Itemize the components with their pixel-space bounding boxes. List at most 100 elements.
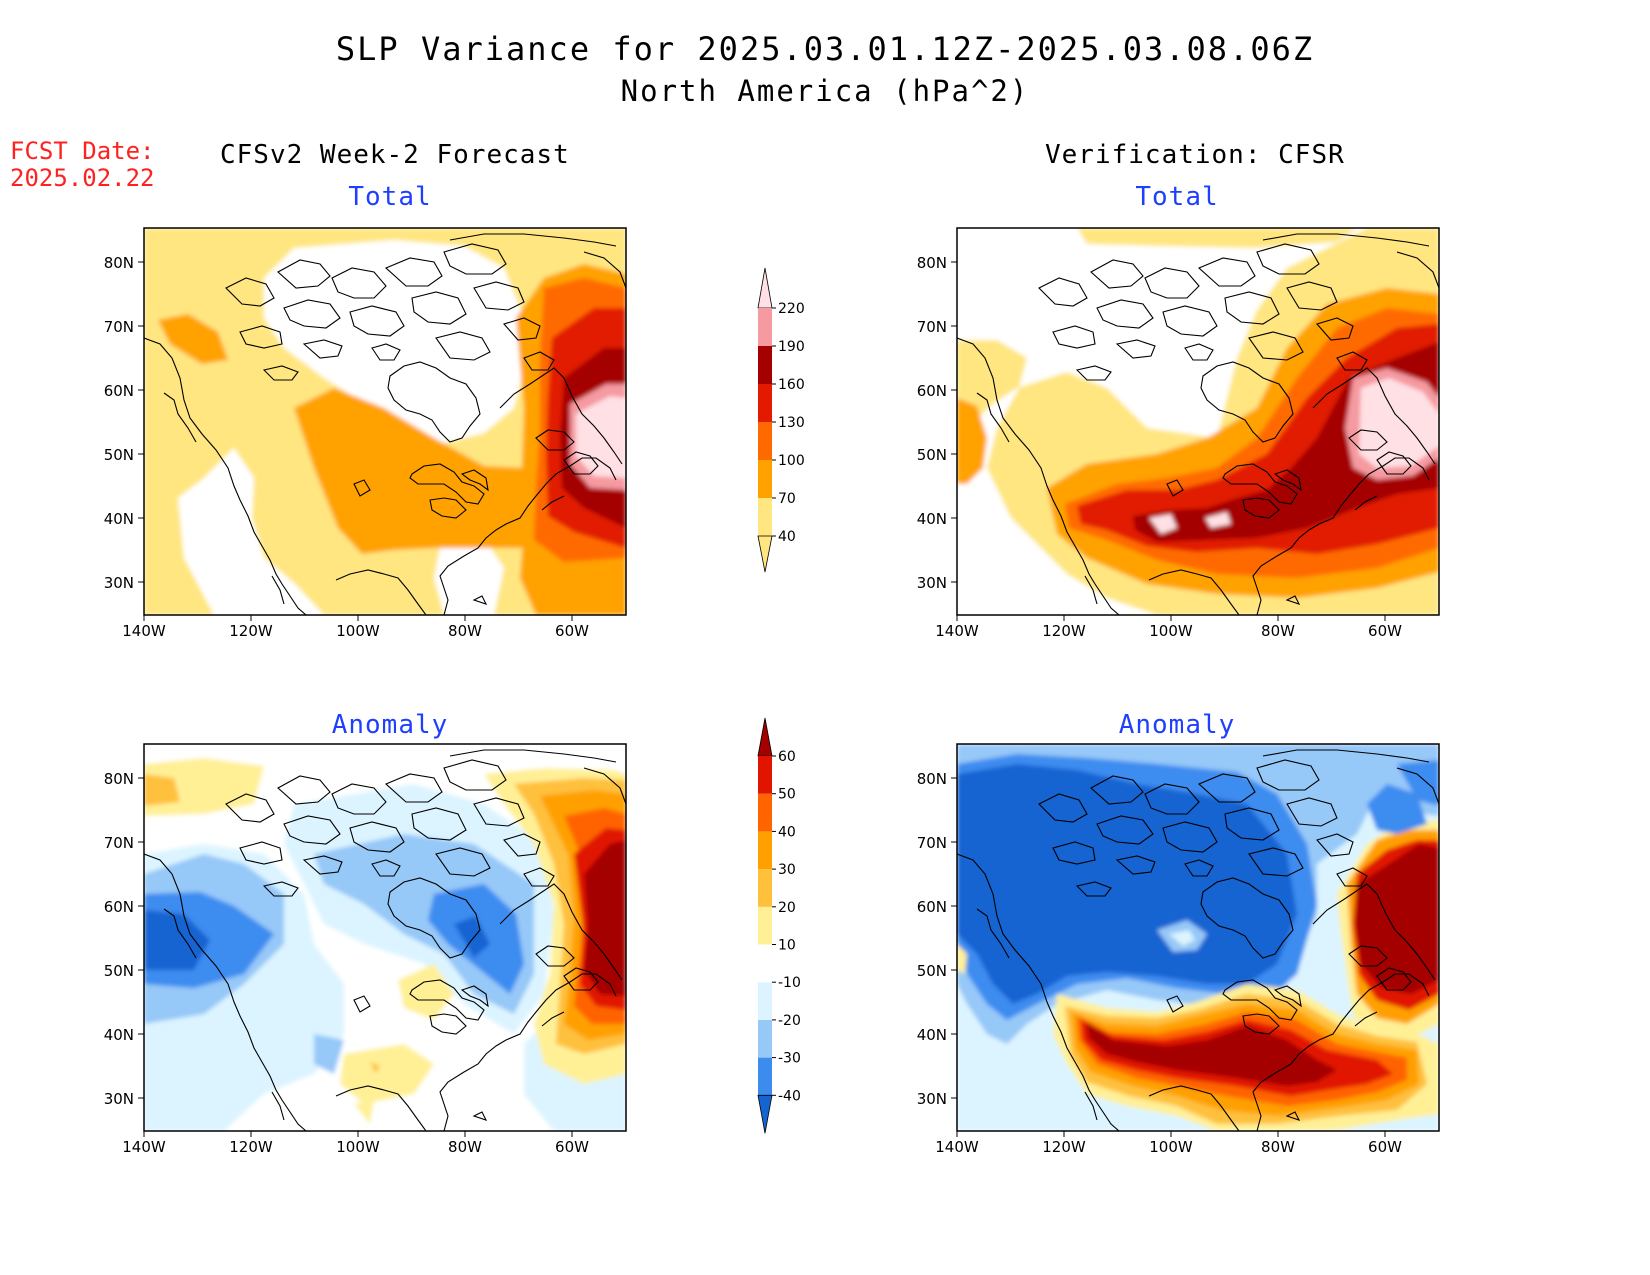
forecast-date: FCST Date: 2025.02.22 [10, 138, 155, 192]
colorbar-label: 100 [778, 453, 805, 469]
lat-label: 80N [917, 254, 947, 272]
panel-title-forecast-total: Total [348, 182, 432, 212]
colorbar-label: 70 [778, 491, 796, 507]
lat-label: 50N [104, 446, 134, 464]
lat-axis-labels: 80N 70N 60N 50N 40N 30N [104, 770, 134, 1108]
lat-label: 70N [104, 318, 134, 336]
lat-label: 50N [917, 446, 947, 464]
lon-label: 120W [229, 1138, 273, 1156]
lat-label: 60N [104, 898, 134, 916]
main-title: SLP Variance for 2025.03.01.12Z-2025.03.… [335, 30, 1315, 68]
lon-label: 120W [1042, 622, 1086, 640]
lon-label: 140W [122, 1138, 166, 1156]
lat-axis-labels: 80N 70N 60N 50N 40N 30N [917, 254, 947, 592]
colorbar-end-top [757, 267, 773, 309]
lat-label: 80N [917, 770, 947, 788]
column-title-verification: Verification: CFSR [1045, 140, 1345, 170]
colorbar-box [758, 346, 772, 384]
lon-label: 80W [1261, 1138, 1295, 1156]
colorbar-box [758, 944, 772, 983]
lon-label: 140W [935, 622, 979, 640]
lon-axis-labels: 140W 120W 100W 80W 60W [935, 622, 1402, 640]
colorbar-label: 50 [778, 787, 796, 803]
colorbar-box [758, 869, 772, 907]
lat-label: 40N [104, 510, 134, 528]
colorbar-label: 40 [778, 529, 796, 545]
colorbar-box [758, 384, 772, 422]
colorbar-label: 190 [778, 339, 805, 355]
lat-label: 40N [104, 1026, 134, 1044]
lat-label: 70N [917, 318, 947, 336]
lon-label: 100W [1149, 1138, 1193, 1156]
colorbar-end-bottom [757, 535, 773, 573]
lat-label: 40N [917, 1026, 947, 1044]
colorbar-box [758, 793, 772, 832]
colorbar-label: -40 [778, 1088, 801, 1104]
panel-title-verification-total: Total [1135, 182, 1219, 212]
colorbar-box [758, 1057, 772, 1096]
colorbar-label: 160 [778, 377, 805, 393]
column-title-forecast: CFSv2 Week-2 Forecast [220, 140, 570, 170]
lat-label: 50N [104, 962, 134, 980]
colorbar-box [758, 460, 772, 498]
lon-label: 80W [1261, 622, 1295, 640]
colorbar-anomaly: -40 -30 -20 -10 10 20 30 40 50 60 [757, 717, 801, 1134]
lon-label: 120W [229, 622, 273, 640]
lon-label: 60W [555, 1138, 589, 1156]
lon-label: 80W [448, 1138, 482, 1156]
lon-label: 60W [1368, 1138, 1402, 1156]
colorbar-label: 30 [778, 862, 796, 878]
lat-label: 70N [104, 834, 134, 852]
colorbar-total: 40 70 100 130 160 190 220 [757, 267, 805, 573]
lon-label: 60W [555, 622, 589, 640]
lat-label: 80N [104, 770, 134, 788]
colorbar-box [758, 982, 772, 1020]
colorbar-box [758, 906, 772, 945]
lat-label: 70N [917, 834, 947, 852]
lat-label: 60N [917, 898, 947, 916]
colorbar-box [758, 756, 772, 794]
colorbar-label: 60 [778, 749, 796, 765]
colorbar-box [758, 422, 772, 460]
main-subtitle: North America (hPa^2) [620, 74, 1030, 108]
colorbar-label: -30 [778, 1051, 801, 1067]
map-forecast-anomaly: 80N 70N 60N 50N 40N 30N 140W 120W 100W 80W 60W [104, 743, 627, 1156]
colorbar-label: 220 [778, 301, 805, 317]
lon-axis-labels: 140W 120W 100W 80W 60W [935, 1138, 1402, 1156]
map-verification-total: 80N 70N 60N 50N 40N 30N 140W 120W 100W 80W 60W [917, 227, 1440, 640]
lon-label: 100W [1149, 622, 1193, 640]
colorbar-label: -20 [778, 1013, 801, 1029]
map-forecast-total: 80N 70N 60N 50N 40N 30N 140W 120W 100W 80W 60W [104, 227, 627, 640]
lat-label: 60N [917, 382, 947, 400]
lat-axis-labels: 80N 70N 60N 50N 40N 30N [104, 254, 134, 592]
lat-label: 30N [104, 574, 134, 592]
lon-axis-labels: 140W 120W 100W 80W 60W [122, 622, 589, 640]
map-verification-anomaly: 80N 70N 60N 50N 40N 30N 140W 120W 100W 80W 60W [917, 743, 1440, 1156]
lat-label: 40N [917, 510, 947, 528]
lon-axis-labels: 140W 120W 100W 80W 60W [122, 1138, 589, 1156]
lat-label: 80N [104, 254, 134, 272]
lon-label: 140W [122, 622, 166, 640]
lat-axis-labels: 80N 70N 60N 50N 40N 30N [917, 770, 947, 1108]
colorbar-label: 10 [778, 938, 796, 954]
panel-title-verification-anomaly: Anomaly [1118, 710, 1236, 740]
lat-label: 50N [917, 962, 947, 980]
lon-label: 100W [336, 1138, 380, 1156]
colorbar-box [758, 831, 772, 870]
colorbar-end-top [757, 717, 773, 757]
lat-label: 30N [917, 1090, 947, 1108]
lon-label: 60W [1368, 622, 1402, 640]
lon-label: 100W [336, 622, 380, 640]
colorbar-box [758, 308, 772, 346]
forecast-date-value: 2025.02.22 [10, 164, 155, 192]
colorbar-label: 20 [778, 900, 796, 916]
colorbar-label: 130 [778, 415, 805, 431]
lon-label: 80W [448, 622, 482, 640]
panel-title-forecast-anomaly: Anomaly [331, 710, 449, 740]
forecast-date-label: FCST Date: [10, 137, 155, 165]
lon-label: 140W [935, 1138, 979, 1156]
lat-label: 30N [917, 574, 947, 592]
colorbar-label: 40 [778, 824, 796, 840]
colorbar-end-bottom [757, 1094, 773, 1134]
lat-label: 30N [104, 1090, 134, 1108]
